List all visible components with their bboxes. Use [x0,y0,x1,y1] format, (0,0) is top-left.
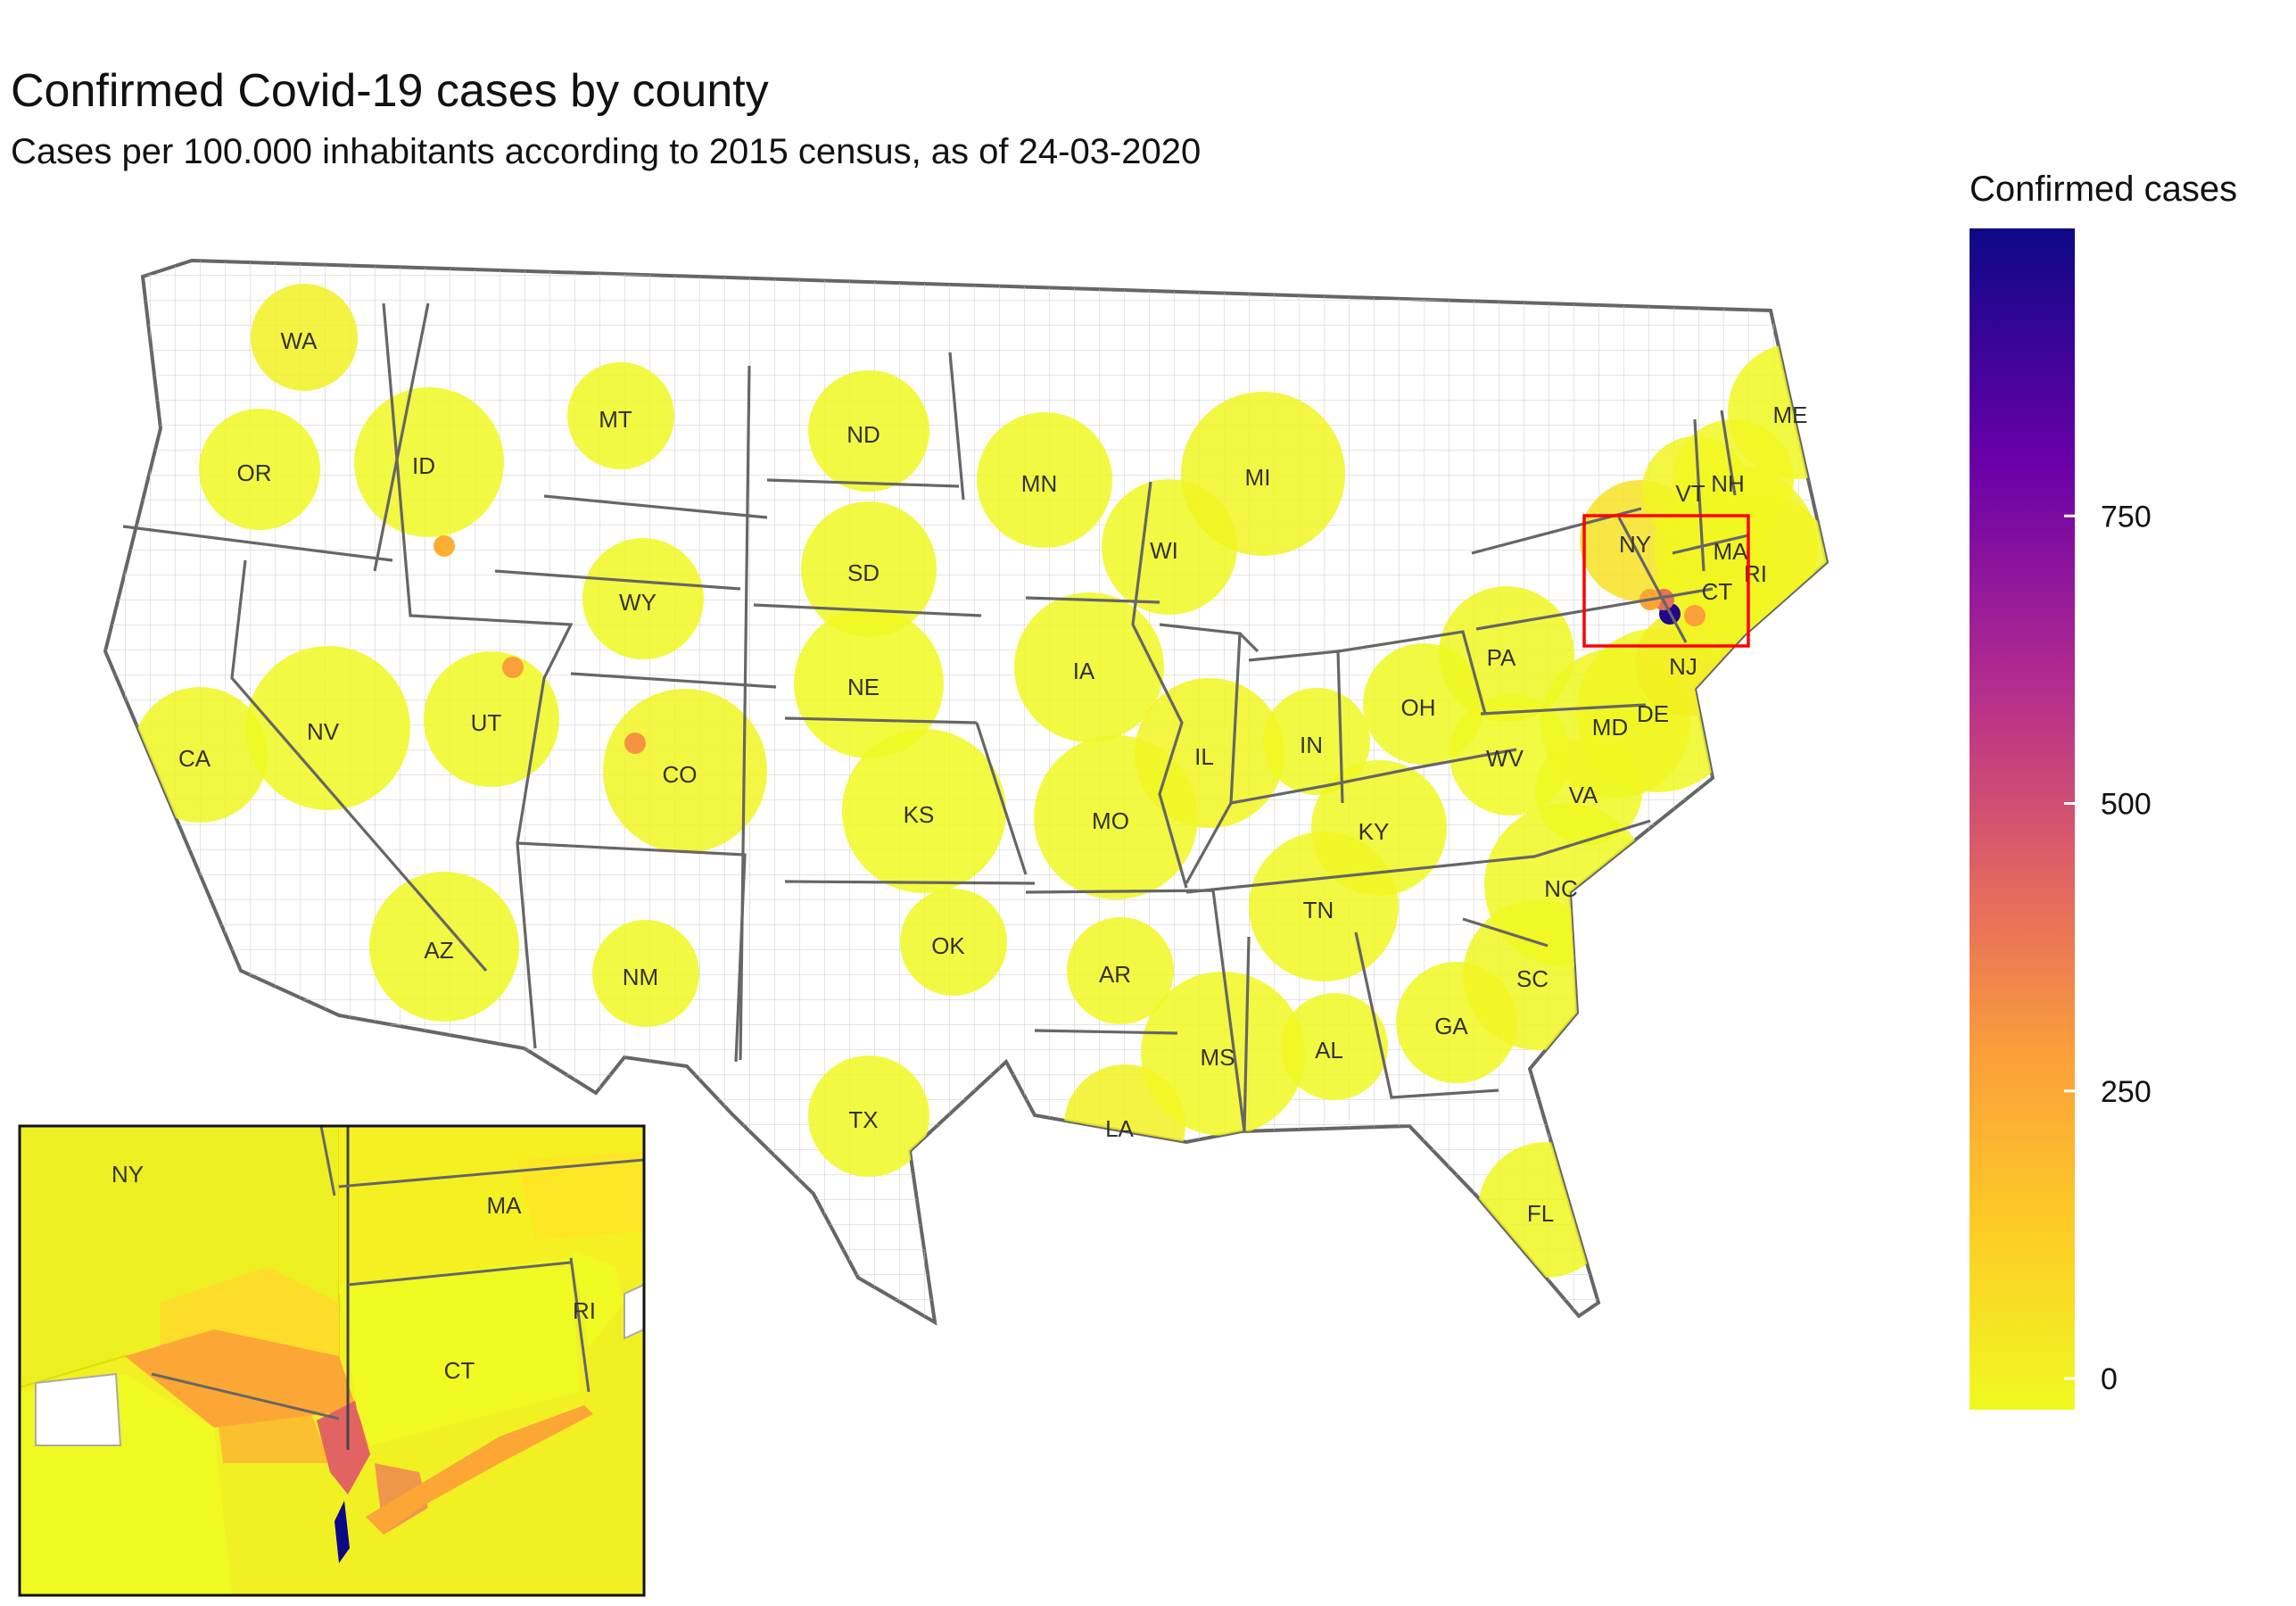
state-label-id: ID [412,452,435,479]
state-label-nj: NJ [1669,653,1697,680]
state-label-in: IN [1300,732,1323,758]
state-fill-or [199,409,320,530]
state-label-pa: PA [1487,644,1516,671]
hotspot-orleans-parish [1193,1154,1215,1175]
state-label-az: AZ [424,937,453,964]
state-fill-tn [1249,832,1399,981]
state-label-nm: NM [623,964,658,990]
hotspot-summit-county [502,657,524,678]
state-label-de: DE [1637,700,1669,727]
state-borders [122,302,1749,1132]
state-fill-il [1135,678,1284,828]
legend-title: Confirmed cases [1970,170,2238,209]
state-fill-ok [900,889,1007,996]
state-fill-id [354,387,504,537]
state-label-ca: CA [178,745,211,772]
state-fill-wa [251,284,358,391]
state-label-wa: WA [281,327,318,354]
state-label-nc: NC [1544,875,1578,902]
state-label-mn: MN [1021,470,1057,497]
state-fill-tx [808,1055,929,1177]
state-label-sd: SD [847,559,880,586]
state-label-il: IL [1194,743,1214,770]
state-fill-pa [1439,586,1574,722]
legend-ticks: 0 250 500 750 [2064,500,2151,1396]
state-label-mo: MO [1092,807,1129,834]
state-label-ky: KY [1359,818,1390,845]
state-label-tn: TN [1303,897,1334,923]
inset-map: NY MA CT RI [18,1124,646,1597]
state-label-nd: ND [847,421,880,448]
legend-tick-label: 0 [2101,1362,2118,1396]
state-label-wy: WY [619,589,657,616]
chart-subtitle: Cases per 100.000 inhabitants according … [11,132,1202,171]
state-fill-co [603,689,767,853]
state-fill-ks [842,729,1006,893]
state-label-mi: MI [1245,464,1271,491]
state-label-ks: KS [904,801,935,828]
state-label-vt: VT [1675,480,1705,507]
state-fill-ut [424,651,559,787]
state-label-ny: NY [1619,531,1651,558]
state-fill-nm [592,920,699,1027]
legend-tick-label: 250 [2101,1075,2151,1109]
state-label-ar: AR [1099,961,1131,988]
state-label-ne: NE [847,674,880,700]
state-label-va: VA [1569,782,1598,808]
chart-title: Confirmed Covid-19 cases by county [11,65,769,117]
state-label-nv: NV [307,718,340,745]
state-fill-in [1263,688,1370,795]
state-fill-al [1281,993,1388,1100]
state-fill-wy [582,538,704,659]
state-label-me: ME [1773,402,1808,428]
state-fill-ia [1014,592,1164,742]
legend-tick-label: 500 [2101,788,2151,822]
state-label-ga: GA [1434,1013,1468,1039]
state-label-tx: TX [848,1106,878,1133]
state-fill-mn [977,412,1112,548]
legend-colorbar [1970,228,2075,1410]
state-label-ct: CT [1702,578,1733,605]
state-fill-nd [808,370,929,492]
inset-label-ct: CT [444,1357,475,1384]
legend-tick-label: 750 [2101,500,2151,534]
inset-label-ri: RI [573,1297,596,1324]
state-fill-ar [1067,917,1174,1024]
state-fill-ms [1141,972,1305,1136]
state-label-ut: UT [471,709,502,736]
state-fill-nv [246,646,410,810]
state-label-la: LA [1105,1115,1134,1142]
state-fill-mt [567,362,674,469]
inset-label-ma: MA [487,1192,523,1219]
state-label-fl: FL [1527,1200,1554,1227]
inset-focus-box [1582,514,1750,648]
state-label-mt: MT [599,406,632,433]
state-fill-mi [1181,392,1345,556]
hotspot-blaine-county [434,535,455,557]
state-label-oh: OH [1401,694,1436,721]
hotspot-nassau-county [1684,605,1705,626]
state-label-nh: NH [1711,470,1745,497]
state-fill-wv [1449,694,1571,815]
hotspot-eagle-county [624,733,646,754]
state-label-or: OR [237,459,272,486]
state-label-sc: SC [1516,965,1549,992]
state-label-ms: MS [1201,1044,1235,1071]
state-label-ok: OK [931,932,965,959]
state-label-co: CO [663,761,698,788]
state-label-wv: WV [1486,745,1524,772]
state-label-ma: MA [1714,538,1749,565]
state-fill-ca [132,687,268,823]
inset-label-ny: NY [111,1161,144,1188]
state-fill-az [369,872,519,1022]
state-label-md: MD [1592,714,1628,741]
state-label-wi: WI [1150,537,1178,564]
state-label-ia: IA [1073,658,1095,684]
state-label-al: AL [1315,1037,1343,1064]
state-fill-sd [801,501,937,637]
